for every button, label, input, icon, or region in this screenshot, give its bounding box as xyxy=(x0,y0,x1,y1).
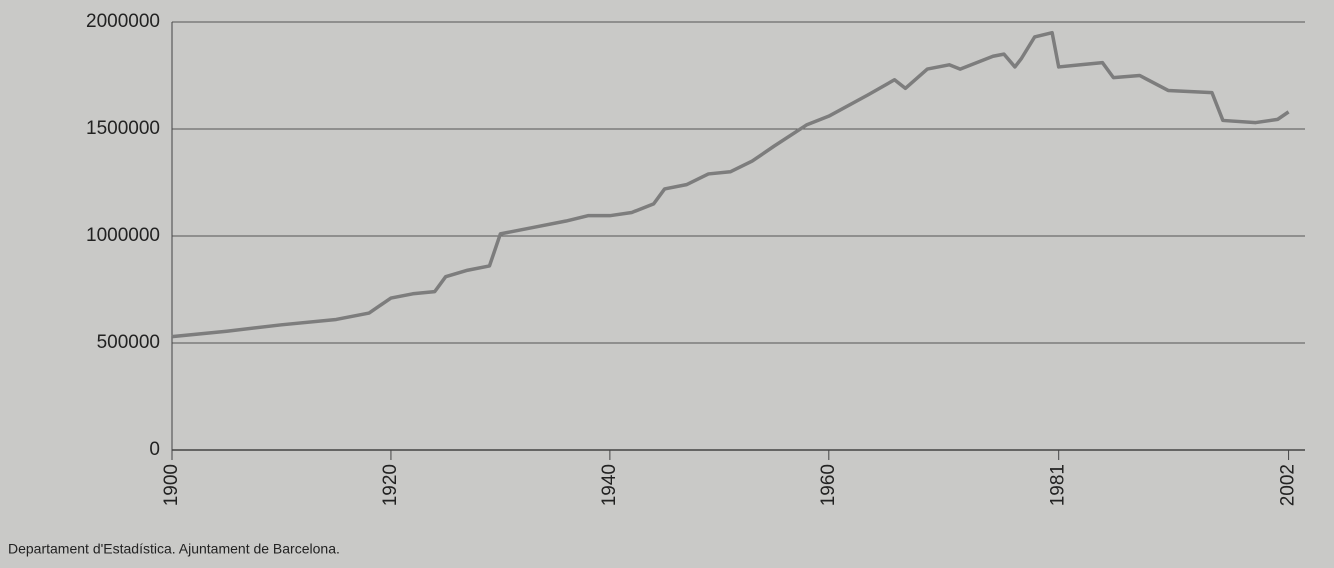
x-tick-label: 2002 xyxy=(1278,464,1299,506)
x-tick-label: 1900 xyxy=(161,464,182,506)
x-tick-label: 1960 xyxy=(818,464,839,506)
y-tick-label: 0 xyxy=(149,439,160,460)
x-tick-label: 1940 xyxy=(599,464,620,506)
source-note: Departament d'Estadística. Ajuntament de… xyxy=(8,541,340,557)
data-line xyxy=(171,30,1290,339)
y-tick-label: 1500000 xyxy=(86,118,160,139)
y-tick-label: 1000000 xyxy=(86,225,160,246)
y-tick-label: 2000000 xyxy=(86,11,160,32)
x-tick-label: 1981 xyxy=(1048,464,1069,506)
x-tick-label: 1920 xyxy=(380,464,401,506)
y-tick-label: 500000 xyxy=(97,332,160,353)
